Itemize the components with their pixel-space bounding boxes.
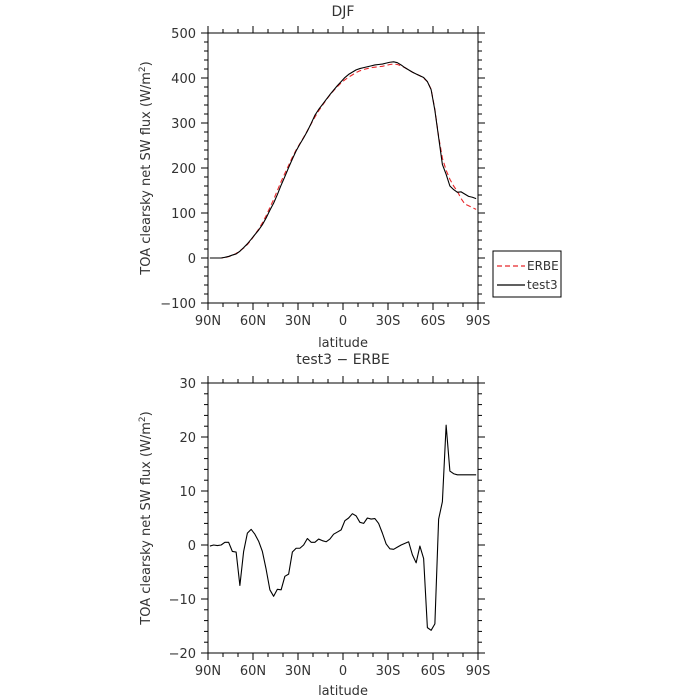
x-tick-label: 90N <box>195 664 221 679</box>
x-axis-label: latitude <box>318 336 368 351</box>
x-tick-label: 60N <box>240 664 266 679</box>
y-axis-label: TOA clearsky net SW flux (W/m2) <box>138 61 154 275</box>
legend-label-erbe: ERBE <box>527 259 559 273</box>
y-tick-label: 100 <box>171 207 196 222</box>
y-tick-label: −20 <box>169 647 196 662</box>
legend: ERBE test3 <box>492 250 562 298</box>
panel-difference: test3 − ERBE latitude 90N 60N 30N 0 30S 60S 90… <box>138 352 490 699</box>
y-tick-label: 10 <box>179 485 196 500</box>
y-tick-label: 300 <box>171 117 196 132</box>
x-tick-label: 30S <box>376 314 401 329</box>
legend-box <box>492 250 562 298</box>
panel-djf: DJF latitude 90N 60N 30N 0 30S 60S 90S −100 0 100… <box>138 4 562 351</box>
chart-title: test3 − ERBE <box>296 352 389 368</box>
x-tick-label: 30N <box>285 314 311 329</box>
x-tick-label: 90N <box>195 314 221 329</box>
y-axis-label: TOA clearsky net SW flux (W/m2) <box>138 411 154 625</box>
x-tick-label: 90S <box>466 314 491 329</box>
y-tick-label: 200 <box>171 162 196 177</box>
series-line-erbe <box>209 63 477 259</box>
x-tick-label: 90S <box>466 664 491 679</box>
x-tick-label: 30N <box>285 664 311 679</box>
y-tick-label: 0 <box>188 539 196 554</box>
x-tick-label: 60S <box>421 314 446 329</box>
y-tick-label: 500 <box>171 27 196 42</box>
x-tick-label: 0 <box>339 664 347 679</box>
legend-label-test3: test3 <box>527 278 558 292</box>
series-line-difference <box>209 424 477 631</box>
y-tick-label: 0 <box>188 252 196 267</box>
series-line-test3 <box>209 61 477 259</box>
x-tick-label: 60S <box>421 664 446 679</box>
x-tick-label: 60N <box>240 314 266 329</box>
chart-title: DJF <box>332 4 355 20</box>
y-tick-label: −100 <box>160 297 196 312</box>
plot-frame <box>207 32 479 304</box>
x-tick-label: 30S <box>376 664 401 679</box>
y-tick-label: 400 <box>171 72 196 87</box>
y-tick-label: −10 <box>169 593 196 608</box>
x-tick-label: 0 <box>339 314 347 329</box>
plot-frame <box>207 382 479 654</box>
y-tick-label: 20 <box>179 431 196 446</box>
y-tick-label: 30 <box>179 377 196 392</box>
x-axis-label: latitude <box>318 684 368 699</box>
